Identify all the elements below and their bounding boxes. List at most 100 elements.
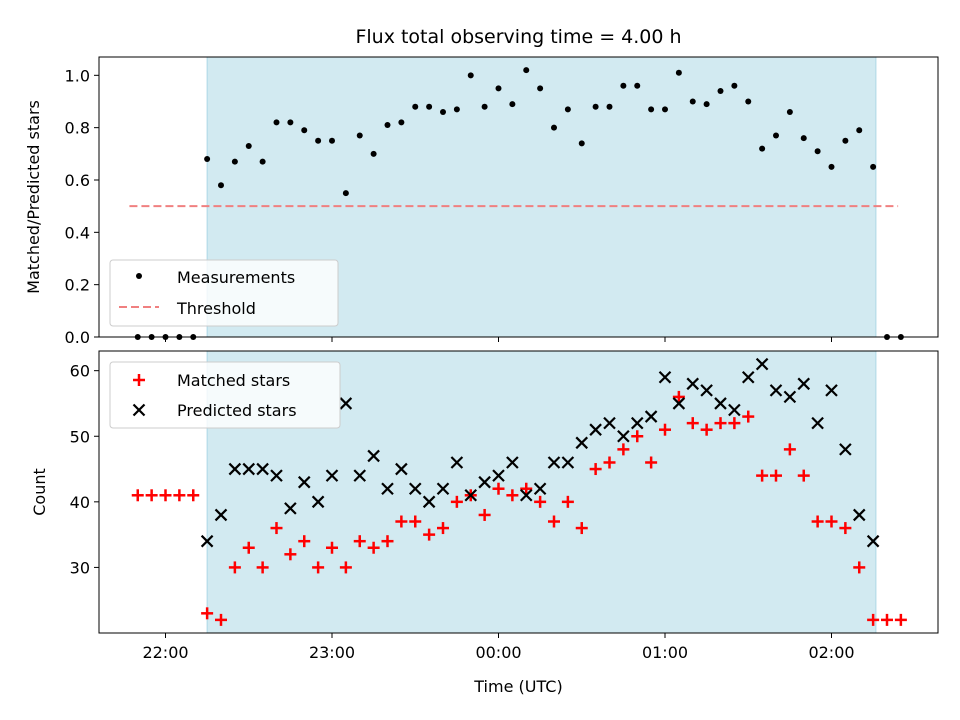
predicted-star-point — [575, 436, 589, 450]
predicted-star-point — [741, 370, 755, 384]
measurement-point — [356, 132, 363, 139]
predicted-star-point — [728, 403, 741, 417]
matched-star-point — [339, 561, 352, 574]
legend-predicted-marker — [132, 403, 146, 417]
top-y-axis-label: Matched/Predicted stars — [24, 100, 43, 294]
measurement-point — [537, 85, 544, 92]
legend-matched-marker — [133, 374, 145, 386]
matched-star-point — [201, 607, 214, 620]
cross-stroke — [658, 370, 672, 384]
matched-star-point — [478, 508, 491, 521]
measurement-point — [800, 135, 807, 142]
cross-stroke — [422, 495, 436, 509]
cross-stroke — [242, 462, 256, 476]
cross-stroke — [769, 384, 783, 397]
measurement-point — [842, 137, 849, 144]
bottom-x-tick-label: 02:00 — [808, 643, 854, 662]
predicted-star-point — [339, 397, 353, 410]
matched-star-point — [867, 613, 880, 626]
predicted-star-point — [825, 384, 838, 397]
predicted-star-point — [658, 370, 672, 384]
matched-star-point — [575, 522, 588, 535]
cross-stroke — [311, 495, 325, 509]
predicted-star-point — [519, 489, 533, 502]
measurement-point — [662, 106, 668, 113]
bottom-y-ticks: 30 40 50 60 — [70, 362, 99, 577]
predicted-star-point — [200, 534, 214, 548]
matched-star-point — [659, 423, 671, 436]
predicted-star-point — [436, 482, 450, 495]
matched-star-point — [409, 515, 422, 528]
measurement-point — [384, 122, 391, 129]
cross-stroke — [561, 456, 575, 469]
top-x-ticks — [165, 337, 832, 342]
cross-stroke — [672, 397, 686, 410]
matched-star-point — [312, 561, 325, 574]
measurement-point — [578, 140, 585, 147]
measurement-point — [453, 106, 460, 113]
cross-stroke — [630, 416, 644, 430]
predicted-star-point — [811, 416, 824, 430]
cross-stroke — [297, 475, 311, 489]
predicted-star-point — [686, 377, 700, 391]
matched-star-point — [256, 561, 269, 574]
predicted-star-point — [395, 462, 408, 476]
predicted-star-point — [478, 475, 491, 489]
matched-star-point — [215, 613, 227, 626]
matched-star-point — [589, 463, 602, 476]
bottom-x-tick-label: 01:00 — [642, 643, 688, 662]
measurement-point — [745, 98, 752, 105]
predicted-star-point — [672, 397, 686, 410]
measurement-point — [273, 119, 280, 126]
measurement-point — [412, 103, 419, 110]
matched-star-point — [159, 489, 172, 502]
predicted-star-point — [630, 416, 644, 430]
cross-stroke — [367, 449, 380, 463]
measurement-point — [620, 82, 627, 89]
matched-star-point — [381, 535, 394, 548]
measurement-point — [259, 158, 266, 165]
predicted-star-point — [769, 384, 783, 397]
top-panel: 0.0 0.2 0.4 0.6 0.8 1.0 Flux total observing … — [24, 26, 939, 347]
measurement-point — [689, 98, 696, 105]
measurement-point — [675, 69, 682, 76]
bottom-x-ticks: 22:00 23:00 00:00 01:00 02:00 — [142, 633, 855, 662]
matched-star-point — [187, 489, 200, 502]
predicted-star-point — [381, 482, 394, 495]
measurement-point — [856, 127, 863, 134]
matched-star-point — [437, 522, 449, 535]
matched-star-point — [145, 489, 158, 502]
matched-star-point — [492, 482, 505, 495]
predicted-star-point — [270, 469, 283, 482]
cross-stroke — [866, 534, 880, 548]
legend-cross-glyph — [132, 403, 146, 417]
matched-star-point — [423, 528, 436, 541]
cross-stroke — [478, 475, 491, 489]
matched-star-point — [645, 456, 658, 469]
cross-stroke — [492, 469, 505, 482]
legend-measurements-marker — [136, 273, 142, 279]
cross-stroke — [603, 416, 616, 430]
top-y-tick-label: 0.0 — [65, 328, 90, 347]
cross-stroke — [519, 489, 533, 502]
measurement-point — [717, 88, 724, 95]
matched-star-point — [561, 495, 574, 508]
measurement-point — [398, 119, 405, 126]
predicted-star-point — [797, 377, 811, 391]
cross-stroke — [547, 456, 561, 469]
measurement-point — [245, 142, 252, 149]
measurement-point — [204, 156, 211, 163]
top-y-tick-label: 1.0 — [65, 66, 90, 85]
cross-stroke — [825, 384, 838, 397]
measurement-point — [481, 103, 488, 110]
cross-stroke — [381, 482, 394, 495]
cross-stroke — [852, 508, 866, 522]
predicted-star-point — [603, 416, 616, 430]
cross-stroke — [714, 397, 727, 410]
predicted-star-point — [408, 482, 422, 495]
matched-star-point — [367, 541, 380, 554]
cross-stroke — [506, 456, 519, 469]
bottom-y-tick-label: 50 — [70, 427, 90, 446]
matched-star-point — [534, 495, 547, 508]
